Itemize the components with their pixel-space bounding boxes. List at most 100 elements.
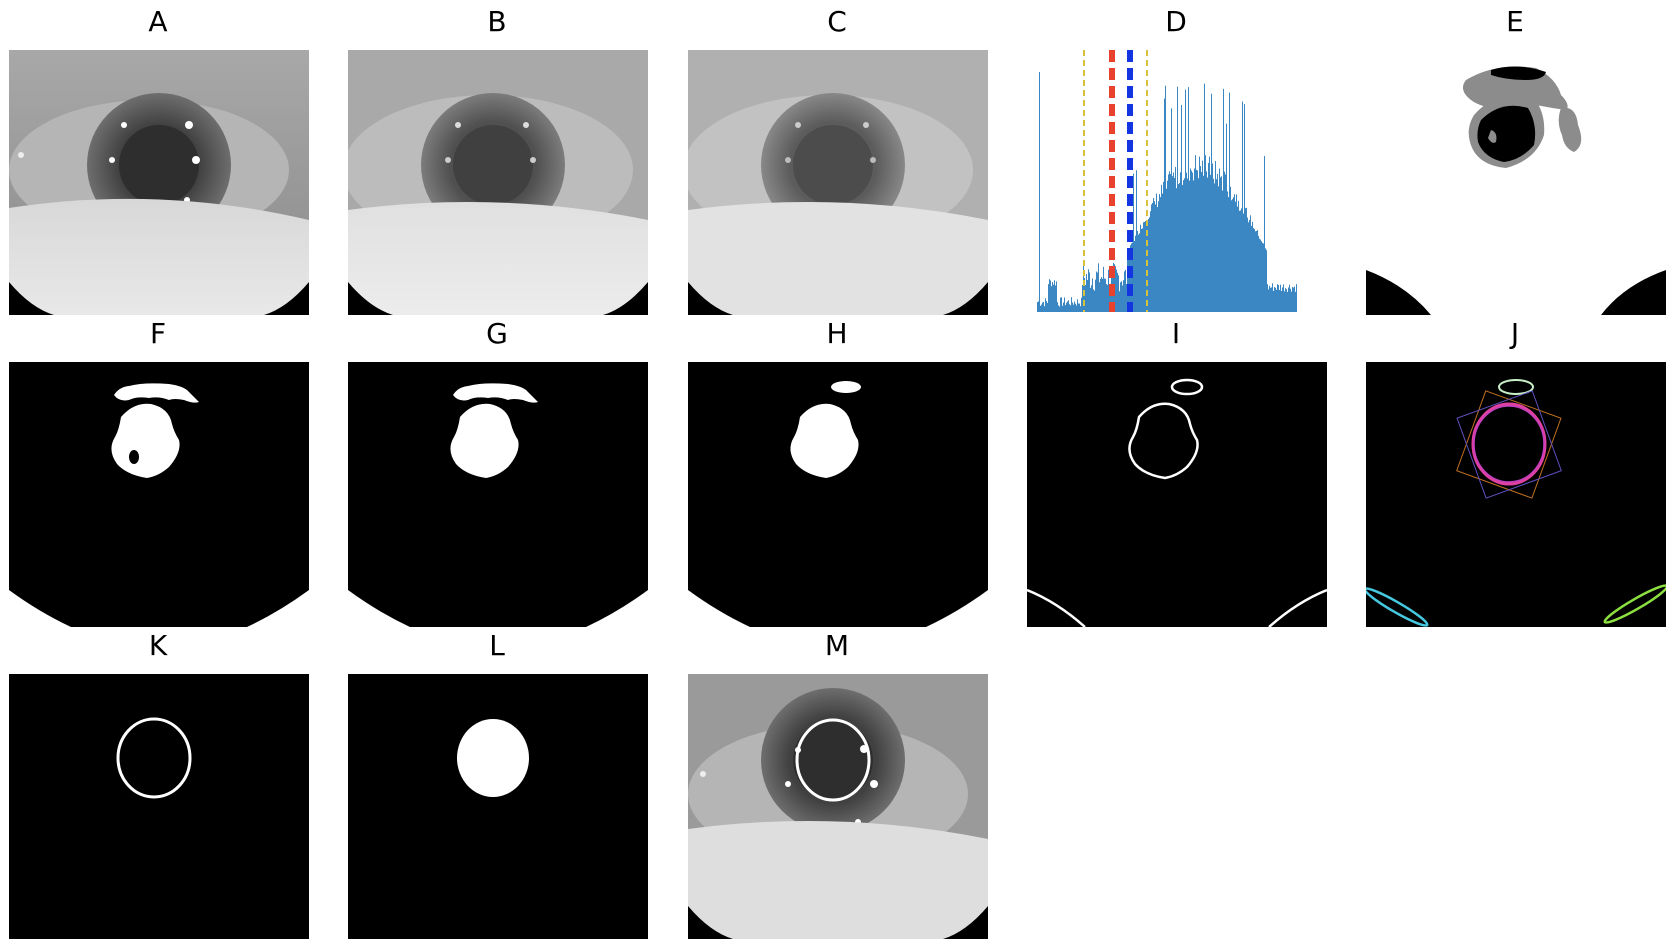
histogram-bar <box>1158 201 1159 312</box>
histogram-bar <box>1257 230 1258 312</box>
histogram-bar <box>1147 221 1148 312</box>
histogram-bar <box>1067 301 1068 312</box>
histogram-bar <box>1287 291 1288 312</box>
histogram-bar <box>1038 301 1039 312</box>
histogram-bar <box>1104 278 1105 312</box>
histogram-bar <box>1048 284 1049 312</box>
histogram-bar <box>1261 241 1262 312</box>
histogram-bar <box>1259 238 1260 312</box>
histogram-bar <box>1180 172 1181 312</box>
histogram-bar <box>1210 174 1211 312</box>
histogram-bar <box>1145 220 1146 312</box>
histogram-bar <box>1102 278 1103 312</box>
histogram-bar <box>1091 285 1092 312</box>
histogram-bar <box>1245 208 1246 312</box>
histogram-bar <box>1154 201 1155 312</box>
panel-label-f: F <box>149 317 167 350</box>
histogram-bar <box>1080 306 1081 312</box>
histogram-bar <box>1109 288 1110 312</box>
histogram-bar <box>1178 184 1179 312</box>
histogram-bar <box>1129 248 1130 312</box>
panel-c-eye-more-blurred <box>688 50 988 315</box>
histogram-bar <box>1283 284 1284 312</box>
histogram-bar <box>1047 302 1048 312</box>
histogram-bar <box>1149 217 1150 312</box>
histogram-bar <box>1249 220 1250 312</box>
histogram-bar <box>1217 173 1218 312</box>
histogram-bar <box>1233 197 1234 312</box>
histogram-bar <box>1244 104 1245 313</box>
histogram-bar <box>1162 193 1163 312</box>
histogram-bar <box>1135 235 1136 312</box>
histogram-bar <box>1049 279 1050 312</box>
histogram-bar <box>1045 298 1046 312</box>
histogram-bar <box>1282 287 1283 312</box>
histogram-bar <box>1156 193 1157 312</box>
histogram-bar <box>1185 89 1186 312</box>
histogram-bar <box>1057 302 1058 312</box>
histogram-bar <box>1089 272 1090 312</box>
histogram-bar <box>1074 301 1075 312</box>
histogram-bar <box>1280 284 1281 312</box>
histogram-bar <box>1246 207 1247 312</box>
histogram-bar <box>1239 210 1240 312</box>
histogram-bar <box>1136 170 1137 312</box>
histogram-bar <box>1115 266 1116 312</box>
histogram-bar <box>1263 243 1264 312</box>
histogram-bar <box>1116 269 1117 312</box>
histogram-bar <box>1222 190 1223 312</box>
panel-label-i: I <box>1171 317 1181 350</box>
histogram-bar <box>1219 168 1220 312</box>
histogram-bar <box>1063 302 1064 312</box>
histogram-bar <box>1058 305 1059 312</box>
histogram-bar <box>1176 188 1177 312</box>
histogram-bar <box>1046 301 1047 312</box>
histogram-bar <box>1196 169 1197 312</box>
histogram-bar <box>1235 201 1236 312</box>
histogram-bar <box>1232 199 1233 312</box>
histogram-bar <box>1086 273 1087 312</box>
panel-b-eye-blurred <box>348 50 648 315</box>
panel-h-binary-mask-cleaned <box>688 362 988 627</box>
histogram-bar <box>1106 284 1107 312</box>
histogram-bar <box>1206 171 1207 312</box>
histogram-bar <box>1056 281 1057 312</box>
histogram-bar <box>1160 197 1161 312</box>
histogram-bar <box>1240 210 1241 312</box>
histogram-bar <box>1296 284 1297 312</box>
histogram-bar <box>1166 188 1167 312</box>
histogram-bar <box>1234 194 1235 312</box>
histogram-bar <box>1214 183 1215 312</box>
histogram-bar <box>1216 179 1217 312</box>
histogram-bar <box>1286 289 1287 312</box>
histogram-bar <box>1208 163 1209 312</box>
histogram-bar <box>1265 248 1266 312</box>
histogram-bar <box>1250 215 1251 312</box>
histogram-bar <box>1231 200 1232 312</box>
histogram-bar <box>1182 184 1183 312</box>
histogram-bar <box>1215 161 1216 312</box>
histogram-bar <box>1295 291 1296 312</box>
panel-label-e: E <box>1506 5 1524 38</box>
histogram-bar <box>1163 181 1164 312</box>
histogram-bar <box>1201 171 1202 312</box>
histogram-bar <box>1179 182 1180 312</box>
histogram-bar <box>1085 284 1086 312</box>
histogram-bar <box>1103 266 1104 312</box>
histogram-bar <box>1105 278 1106 312</box>
histogram-bar <box>1218 186 1219 312</box>
histogram-bar <box>1170 174 1171 312</box>
histogram-bar <box>1277 284 1278 312</box>
histogram-bar <box>1294 286 1295 312</box>
histogram-bar <box>1171 108 1172 312</box>
histogram-bar <box>1098 263 1099 312</box>
histogram-bar <box>1289 284 1290 312</box>
histogram-bar <box>1189 180 1190 312</box>
histogram-bar <box>1290 288 1291 312</box>
panel-k-ellipse-outline <box>9 674 309 939</box>
panel-label-h: H <box>826 317 848 350</box>
histogram-bar <box>1187 178 1188 312</box>
histogram-bar <box>1041 304 1042 312</box>
histogram-bar <box>1140 224 1141 312</box>
histogram-bar <box>1254 229 1255 312</box>
